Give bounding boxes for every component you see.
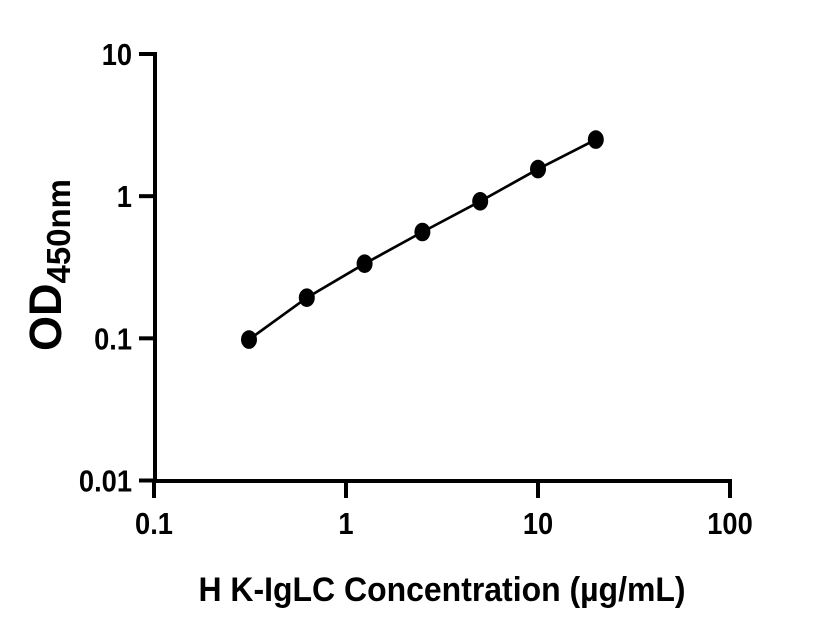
data-point-marker — [241, 330, 257, 349]
data-point-marker — [298, 288, 315, 308]
data-point-marker — [530, 159, 546, 179]
y-tick-label: 0.01 — [79, 464, 132, 499]
data-point-marker — [472, 192, 489, 211]
x-tick-label: 10 — [523, 506, 553, 541]
data-point-marker — [587, 130, 604, 149]
data-point-marker — [356, 254, 373, 273]
y-axis-title: OD450nm — [20, 179, 77, 351]
y-axis-title-main: OD — [20, 284, 71, 352]
y-axis-title-subscript: 450nm — [40, 179, 77, 284]
y-tick-label: 1 — [117, 179, 132, 214]
x-tick-label: 0.1 — [135, 506, 173, 541]
y-tick-label: 0.1 — [94, 321, 132, 356]
x-axis-title: H K-IgLC Concentration (µg/mL) — [198, 571, 685, 609]
data-point-marker — [414, 222, 431, 242]
x-tick-label: 1 — [338, 506, 353, 541]
y-tick-label: 10 — [102, 37, 132, 72]
x-tick-label: 100 — [707, 506, 753, 541]
